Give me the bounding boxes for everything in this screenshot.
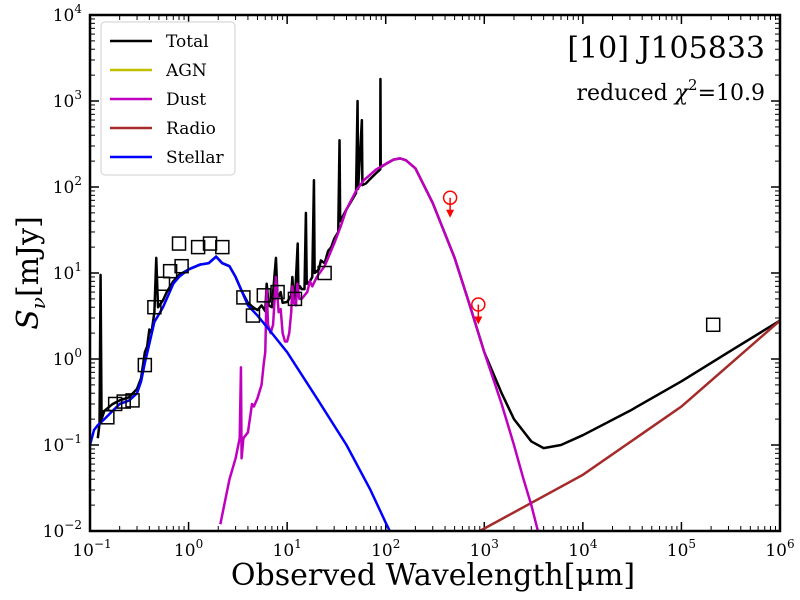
legend-box: [100, 21, 236, 176]
x-tick-label: 101: [273, 537, 302, 561]
series-line-dust: [219, 157, 540, 531]
y-axis-label-symbol: S: [11, 309, 46, 330]
legend-label: Dust: [166, 90, 206, 110]
observation-marker: [116, 394, 132, 409]
chi-value: =10.9: [698, 81, 765, 106]
legend-entry-total: Total: [110, 32, 209, 52]
legend: Total AGN Dust Radio Stellar: [100, 21, 236, 176]
chi-prefix: reduced: [576, 81, 674, 106]
legend-entry-stellar: Stellar: [110, 148, 225, 168]
observation-marker: [245, 308, 261, 323]
observation-marker: [287, 291, 303, 307]
y-axis-label-unit: [mJy]: [11, 216, 46, 297]
observation-marker: [137, 357, 153, 373]
y-tick-labels: 10−2 10−1 100 101 102 103 104: [43, 2, 83, 542]
y-tick-label: 100: [53, 346, 82, 370]
y-tick-label: 104: [53, 2, 83, 26]
legend-entry-radio: Radio: [110, 119, 216, 139]
y-tick-label: 10−1: [43, 432, 82, 456]
x-tick-label: 103: [470, 537, 499, 561]
observation-marker: [236, 290, 251, 305]
observation-marker: [705, 317, 721, 333]
observation-marker: [190, 239, 206, 255]
x-axis-label: Observed Wavelength[μm]: [231, 558, 635, 593]
y-tick-label: 10−2: [43, 518, 82, 542]
observations-layer: [100, 236, 721, 425]
legend-entry-agn: AGN: [110, 61, 207, 81]
observation-marker: [147, 299, 162, 315]
chi-symbol: χ: [673, 81, 690, 106]
x-tick-label: 10−1: [72, 537, 111, 561]
upper-limits-layer: [442, 190, 486, 325]
object-annotation: [10] J105833: [567, 31, 765, 66]
upper-limit-marker: [442, 190, 458, 218]
x-tick-label: 105: [667, 537, 696, 561]
legend-label: Stellar: [166, 148, 225, 168]
x-tick-labels: 10−1 100 101 102 103 104 105 106: [72, 537, 794, 561]
observation-marker: [100, 410, 115, 425]
observation-marker: [270, 284, 285, 300]
y-axis-label-subscript: ν: [26, 297, 50, 309]
observation-marker: [171, 236, 187, 251]
observation-marker: [215, 239, 230, 255]
observation-marker: [162, 263, 178, 279]
observation-marker: [317, 265, 332, 281]
plot-frame: [88, 13, 782, 533]
chi-superscript: 2: [688, 76, 698, 94]
y-tick-label: 103: [53, 88, 82, 112]
y-axis-label: Sν[mJy]: [11, 216, 50, 330]
legend-label: Total: [166, 32, 209, 52]
y-tick-label: 101: [53, 260, 82, 284]
observation-marker: [125, 393, 140, 408]
observation-marker: [256, 288, 272, 303]
upper-limit-marker: [471, 297, 486, 325]
y-tick-label: 102: [53, 174, 82, 198]
legend-label: Radio: [166, 119, 216, 139]
chi-squared-annotation: reduced χ2=10.9: [576, 76, 765, 106]
observation-marker: [174, 258, 189, 274]
x-tick-label: 100: [174, 537, 203, 561]
legend-label: AGN: [165, 61, 207, 81]
legend-entry-dust: Dust: [110, 90, 206, 110]
x-tick-label: 102: [371, 537, 400, 561]
x-tick-label: 104: [568, 537, 598, 561]
observation-marker: [107, 396, 123, 412]
x-tick-label: 106: [765, 537, 794, 561]
